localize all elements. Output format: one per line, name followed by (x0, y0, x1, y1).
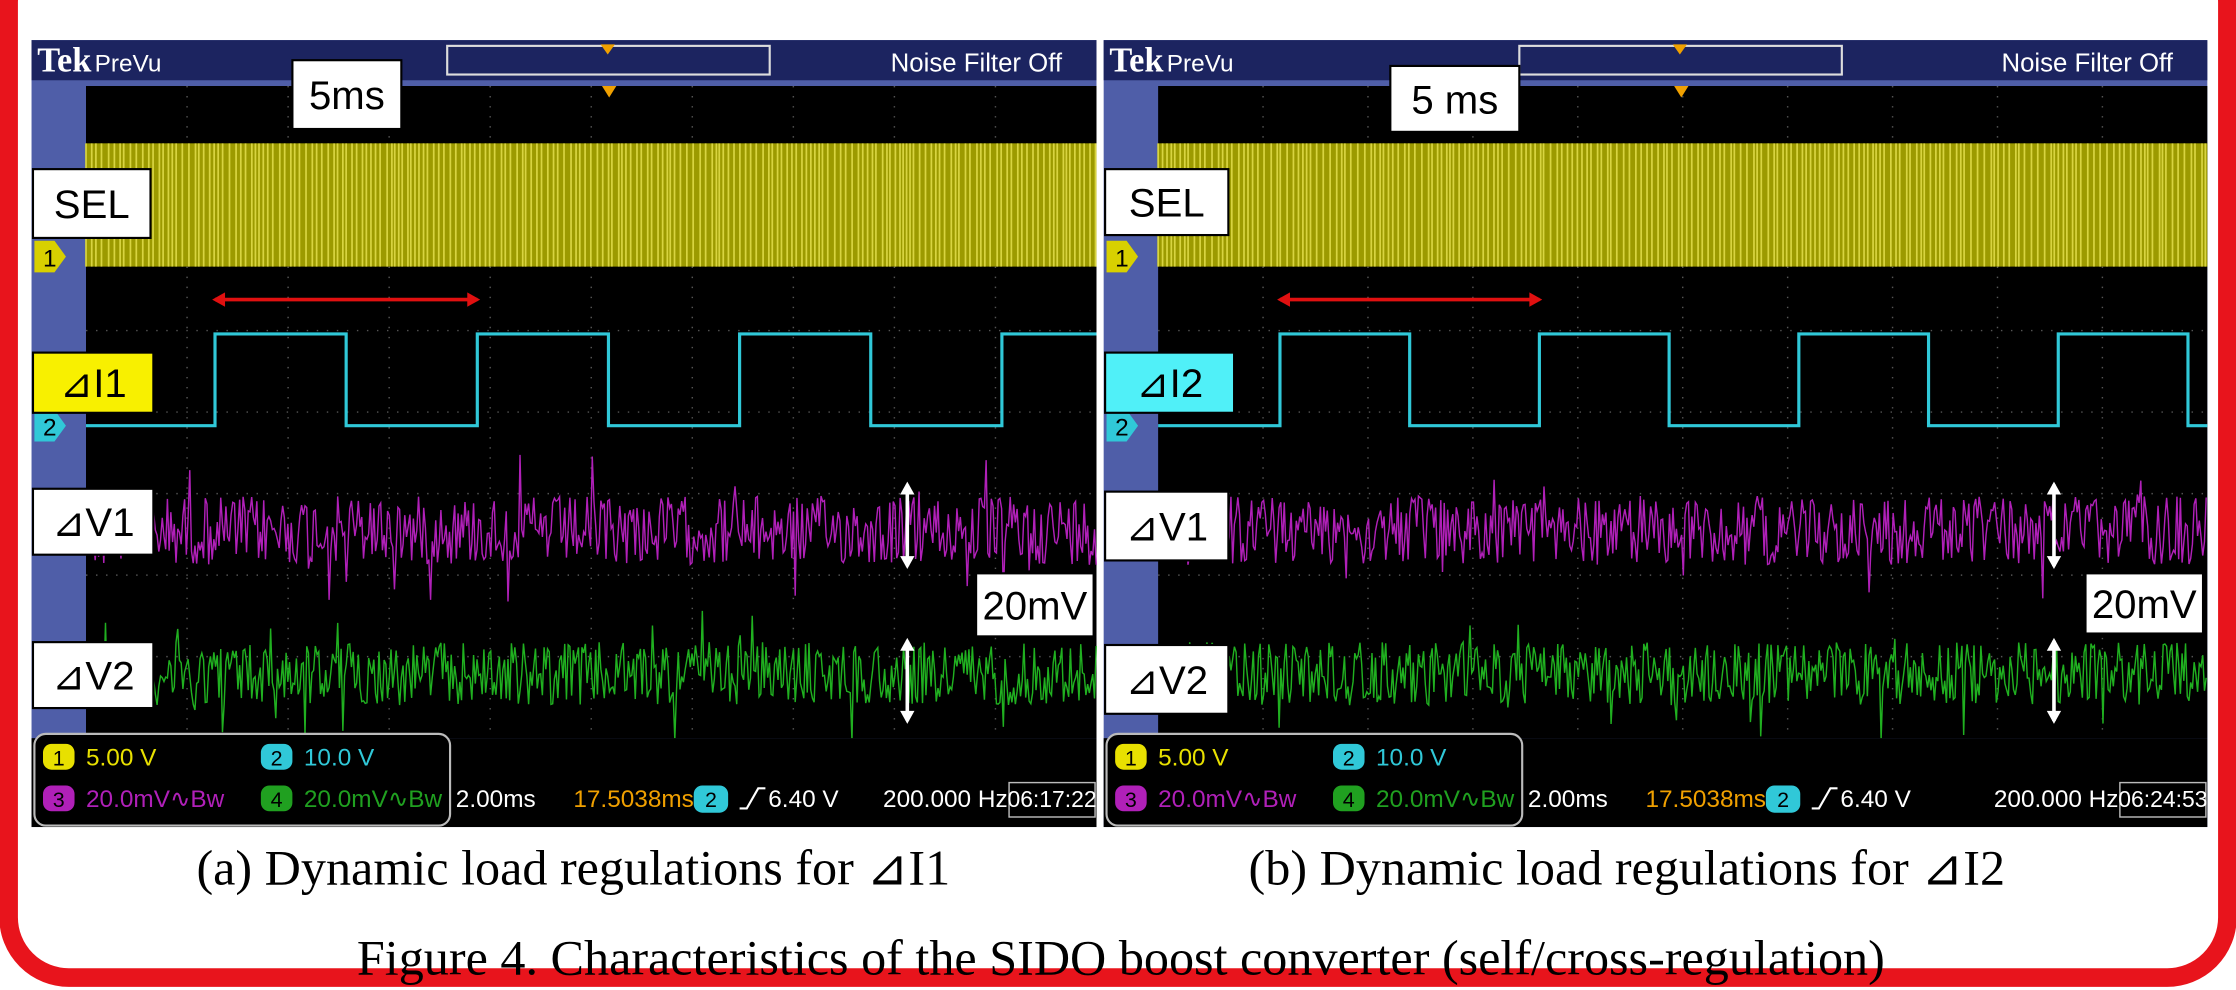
timebase: 2.00ms (1528, 786, 1608, 813)
label-scale: 20mV (982, 583, 1087, 628)
frequency: 200.000 Hz (1994, 786, 2119, 813)
trigger-channel: 2 (705, 788, 717, 812)
channel-scale: 10.0 V (1376, 744, 1447, 771)
channel-scale: 5.00 V (1158, 744, 1229, 771)
trigger-level: 6.40 V (1840, 786, 1911, 813)
panel-caption: (a) Dynamic load regulations for ⊿I1 (196, 839, 950, 895)
channel-scale: 20.0mV∿Bw (304, 786, 443, 813)
brand: Tek (37, 42, 92, 80)
channel-badge-label: 1 (1125, 746, 1137, 770)
channel-scale: 20.0mV∿Bw (1158, 786, 1297, 813)
page: {"panels":[ {"header":{"brand":"Tek","mo… (0, 0, 2236, 990)
channel-scale: 5.00 V (86, 744, 157, 771)
clock: 06:24:53 (2118, 786, 2207, 812)
frequency: 200.000 Hz (883, 786, 1008, 813)
channel-marker-label: 2 (1115, 415, 1129, 442)
channel-marker-label: 1 (1115, 246, 1129, 273)
label-time: 5 ms (1411, 77, 1498, 122)
channel-badge-label: 4 (271, 788, 283, 812)
mode: PreVu (1167, 51, 1234, 78)
label-v2: ⊿V2 (52, 654, 135, 699)
noise-filter: Noise Filter Off (891, 50, 1063, 78)
position: 17.5038ms (573, 786, 694, 813)
timebase: 2.00ms (456, 786, 536, 813)
brand: Tek (1109, 42, 1164, 80)
channel-marker-label: 2 (43, 415, 57, 442)
figure-caption: Figure 4. Characteristics of the SIDO bo… (357, 930, 1885, 986)
label-time: 5ms (309, 73, 385, 118)
figure: Figure 4. Characteristics of the SIDO bo… (0, 0, 2236, 990)
channel-badge-label: 4 (1343, 788, 1355, 812)
position: 17.5038ms (1645, 786, 1766, 813)
channel-scale: 20.0mV∿Bw (86, 786, 225, 813)
label-v2: ⊿V2 (1125, 658, 1208, 703)
channel-badge-label: 3 (1125, 788, 1137, 812)
label-current: ⊿I2 (1136, 361, 1203, 406)
label-sel: SEL (54, 182, 130, 227)
channel-badge-label: 2 (271, 746, 283, 770)
channel-scale: 20.0mV∿Bw (1376, 786, 1515, 813)
trigger-channel: 2 (1777, 788, 1789, 812)
label-current: ⊿I1 (60, 361, 127, 406)
trigger-level: 6.40 V (768, 786, 839, 813)
clock: 06:17:22 (1007, 786, 1096, 812)
panel-caption: (b) Dynamic load regulations for ⊿I2 (1249, 839, 2006, 895)
channel-badge-label: 1 (53, 746, 65, 770)
label-v1: ⊿V1 (52, 500, 135, 545)
label-sel: SEL (1129, 181, 1205, 226)
channel-marker-label: 1 (43, 246, 57, 273)
label-scale: 20mV (2092, 582, 2197, 627)
label-v1: ⊿V1 (1125, 504, 1208, 549)
channel-badge-label: 3 (53, 788, 65, 812)
noise-filter: Noise Filter Off (2001, 50, 2173, 78)
mode: PreVu (95, 51, 162, 78)
channel-scale: 10.0 V (304, 744, 375, 771)
channel-badge-label: 2 (1343, 746, 1355, 770)
